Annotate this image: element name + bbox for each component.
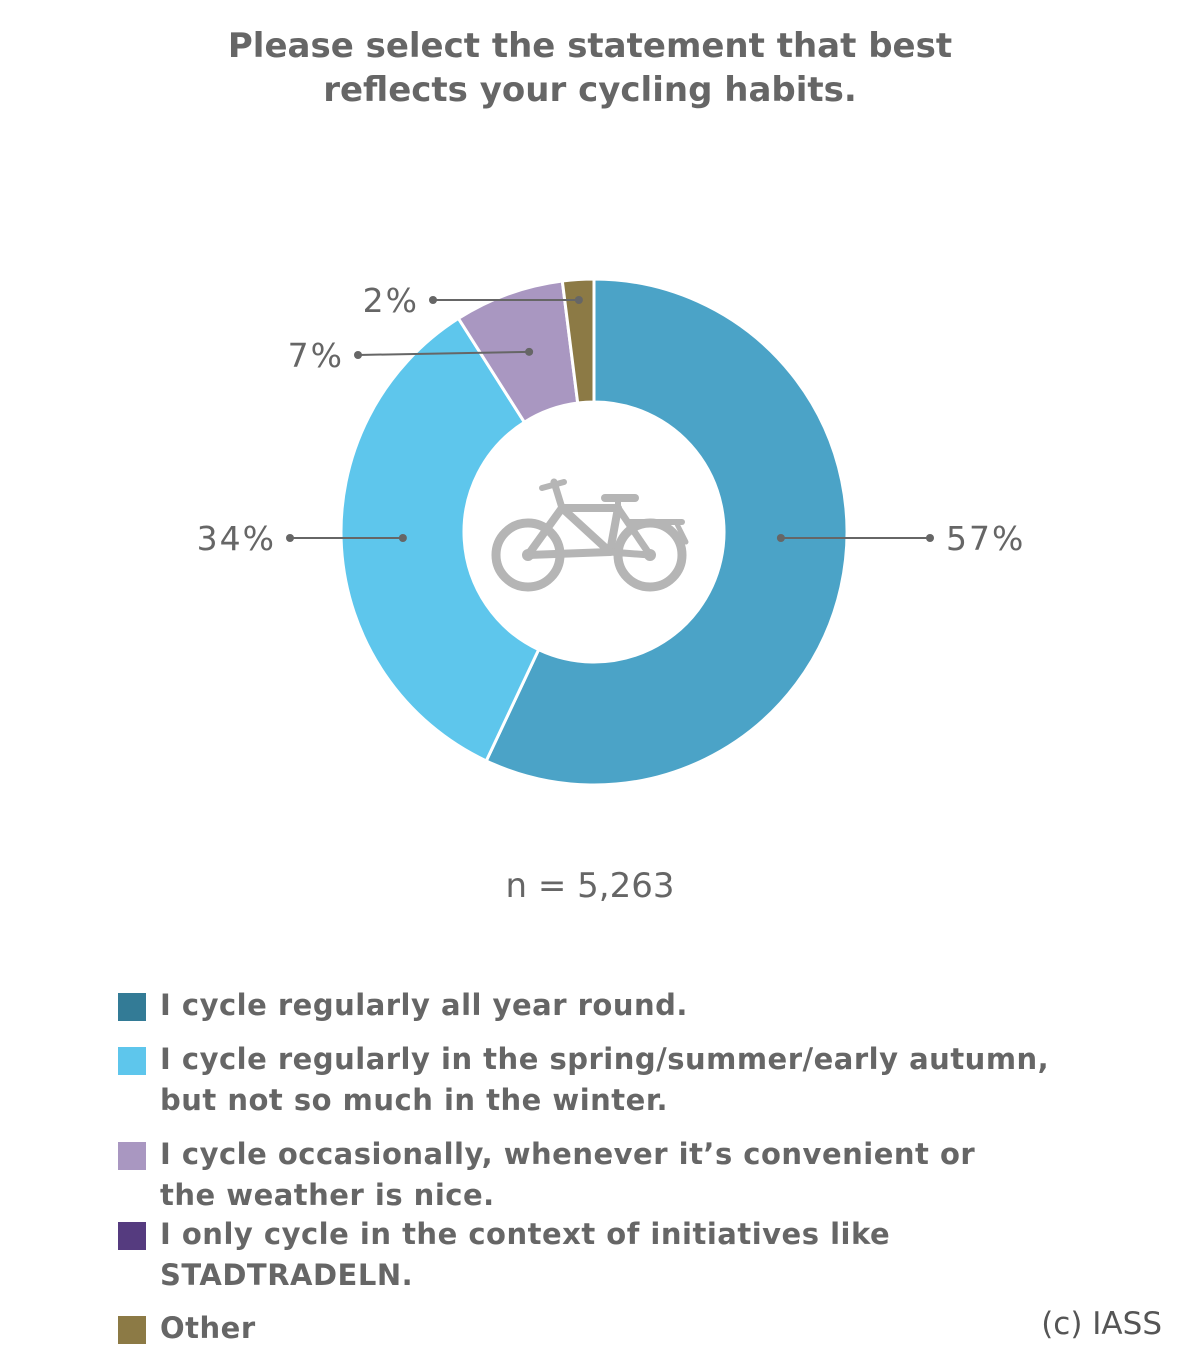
percent-label: 57% [946,519,1025,558]
legend-swatch [118,1047,146,1075]
leader-dot [574,296,583,304]
legend-label: I cycle occasionally, whenever it’s conv… [160,1134,1110,1216]
leader-dot [429,296,437,304]
leader-dot [398,534,407,542]
legend-label-line: I only cycle in the context of initiativ… [160,1217,891,1251]
leader-line [357,350,530,356]
legend-label-line: Other [160,1311,256,1345]
percent-label: 7% [288,336,344,375]
legend-swatch [118,1142,146,1170]
credit: (c) IASS [1041,1306,1162,1342]
legend-label-line: I cycle occasionally, whenever it’s conv… [160,1137,976,1171]
donut-slice [560,277,596,405]
legend-swatch [118,1222,146,1250]
percent-labels: 57% 34% 7% 2% [197,281,1025,558]
sample-size: n = 5,263 [505,866,675,906]
chart-title-line-2: reflects your cycling habits. [323,70,857,110]
bicycle-icon [491,478,689,592]
donut-slice [339,316,541,763]
legend-label-line: I cycle regularly in the spring/summer/e… [160,1042,1050,1076]
legend-label: Other [160,1308,1110,1349]
legend-label: I only cycle in the context of initiativ… [160,1214,1110,1296]
legend-label: I cycle regularly in the spring/summer/e… [160,1039,1110,1121]
donut-slices [339,277,849,787]
legend-label-line: but not so much in the winter. [160,1083,669,1117]
legend-label-line: the weather is nice. [160,1178,495,1212]
leader-dot [776,534,785,542]
leader-dot [926,534,934,542]
legend-label: I cycle regularly all year round. [160,985,1110,1026]
donut-slice [484,277,849,787]
donut-chart: 57% 34% 7% 2% [197,277,1025,787]
chart-title: Please select the statement that best re… [0,24,1180,112]
chart-title-line-1: Please select the statement that best [227,26,953,66]
legend-label-line: STADTRADELN. [160,1258,414,1292]
leader-lines [286,296,934,542]
percent-label: 34% [197,519,276,558]
leader-dot [354,351,362,359]
leader-dot [286,534,294,542]
legend-swatch [118,1316,146,1344]
legend-swatch [118,993,146,1021]
percent-label: 2% [363,281,419,320]
leader-dot [525,347,534,356]
legend-label-line: I cycle regularly all year round. [160,988,688,1022]
